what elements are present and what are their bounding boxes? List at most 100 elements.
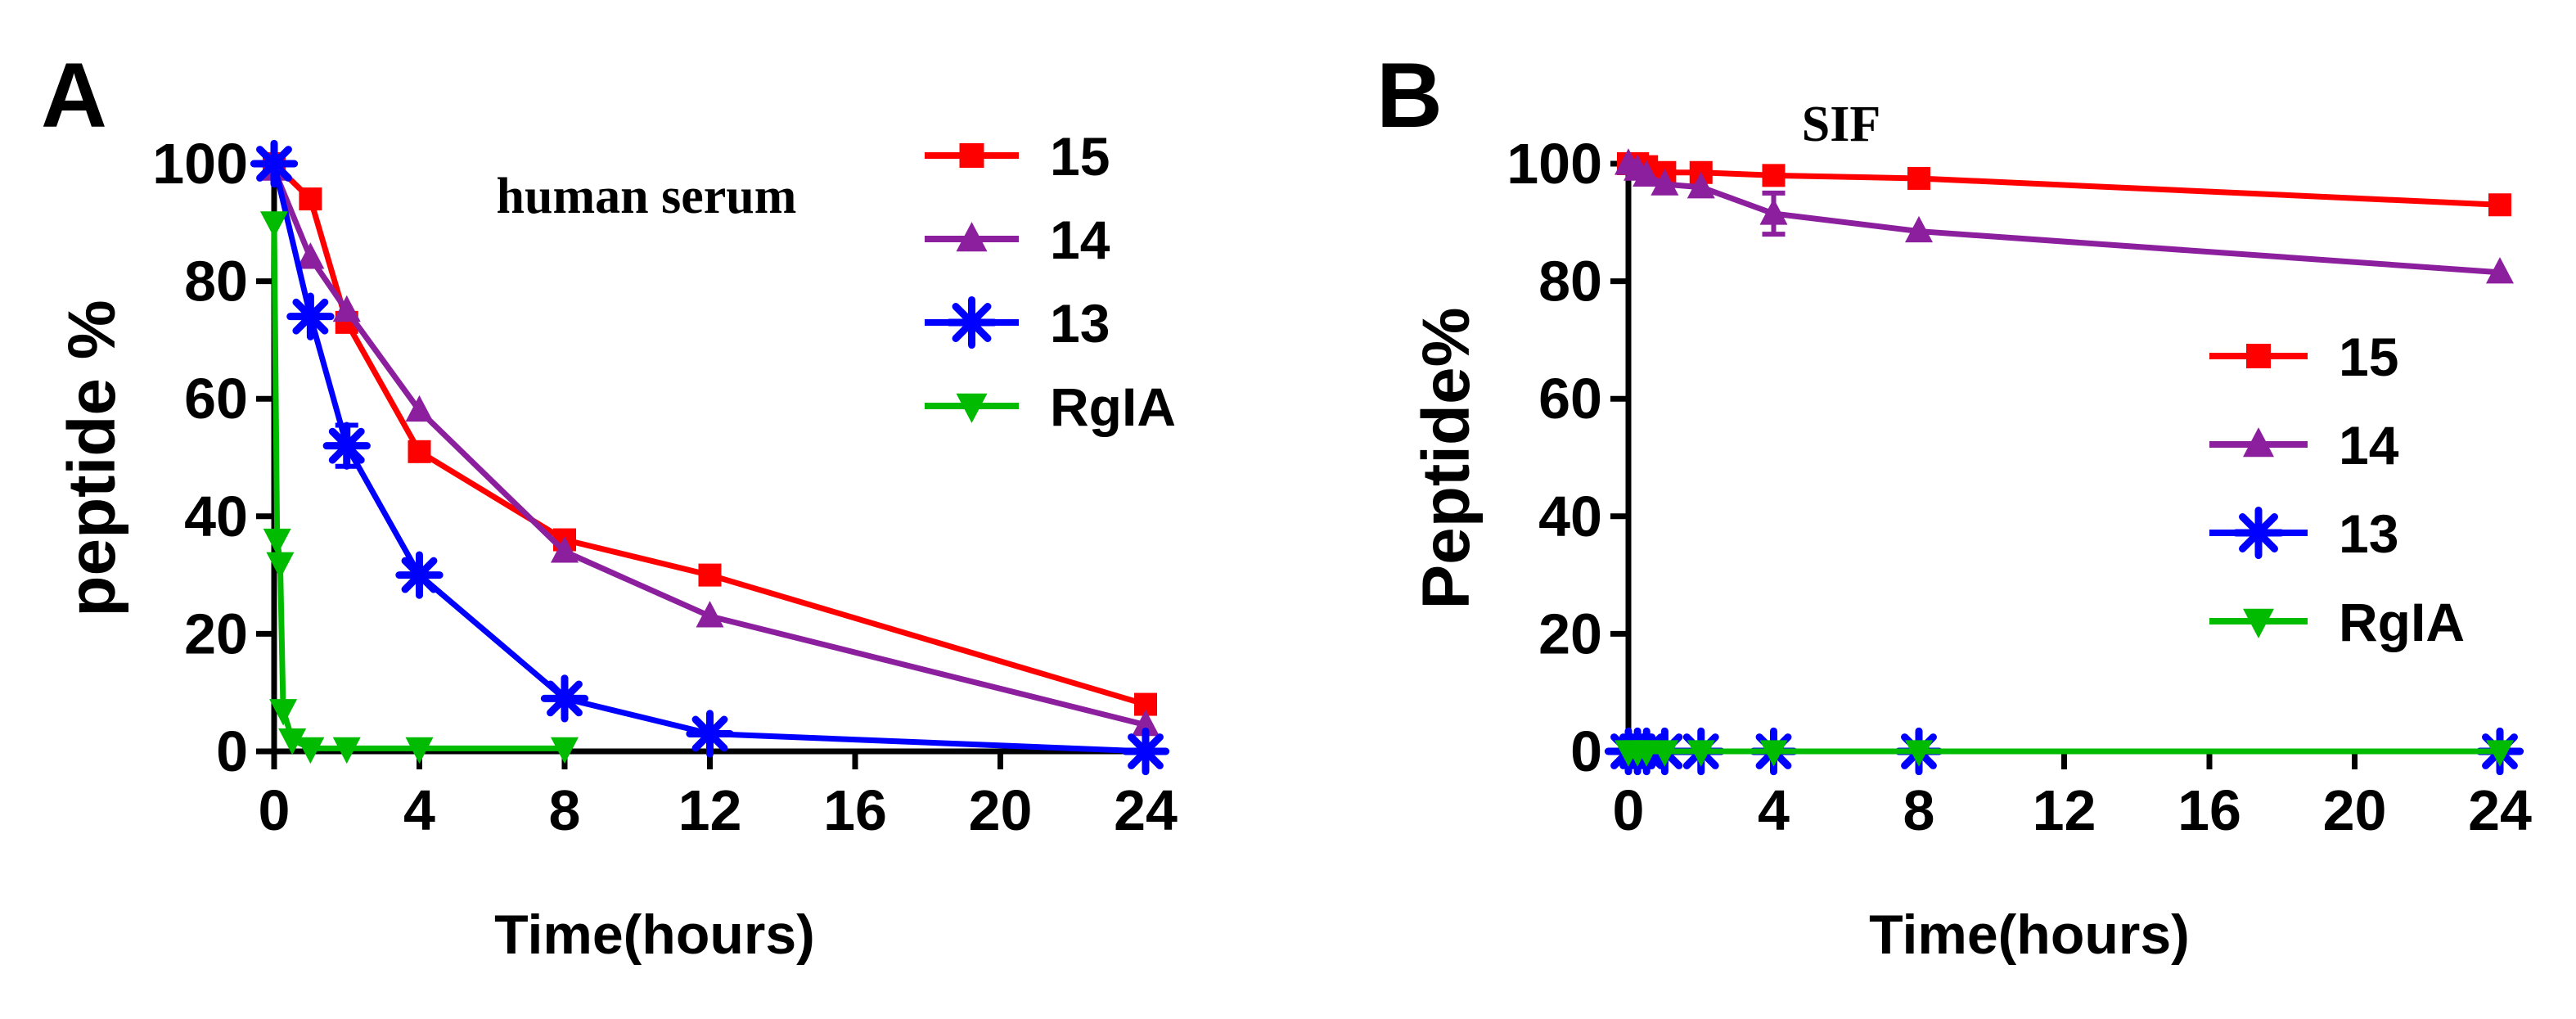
series-14 <box>260 154 1160 737</box>
legend-swatch-marker <box>2243 608 2274 638</box>
data-point-marker <box>1132 709 1160 737</box>
series-13 <box>250 139 1170 776</box>
x-tick-label: 0 <box>1613 778 1645 842</box>
legend-swatch-marker <box>2243 427 2274 458</box>
data-point-marker <box>1759 740 1788 767</box>
y-tick-label: 40 <box>1538 485 1602 548</box>
y-tick-label: 60 <box>184 367 248 431</box>
series-rgia <box>260 211 579 764</box>
chart-title: SIF <box>1802 97 1880 152</box>
x-tick-label: 16 <box>2177 778 2241 842</box>
data-point-marker <box>540 674 589 723</box>
legend-label: 15 <box>1050 126 1110 187</box>
data-point-marker <box>1687 172 1715 199</box>
series-line <box>271 222 565 751</box>
legend-label: RgIA <box>1050 376 1176 437</box>
x-tick-label: 4 <box>1758 778 1790 842</box>
data-point-marker <box>278 728 307 755</box>
data-point-marker <box>408 440 431 463</box>
panel-label: B <box>1376 44 1443 147</box>
data-point-marker <box>266 552 295 579</box>
x-tick-label: 20 <box>969 778 1033 842</box>
x-axis-title: Time(hours) <box>1869 904 2190 966</box>
data-point-marker <box>322 422 371 470</box>
data-point-marker <box>405 737 434 764</box>
data-point-marker <box>2486 740 2514 767</box>
y-tick-label: 80 <box>1538 250 1602 313</box>
data-point-marker <box>286 292 335 340</box>
data-point-marker <box>1905 740 1933 767</box>
y-tick-label: 100 <box>152 132 248 196</box>
data-point-marker <box>2486 257 2514 284</box>
data-point-marker <box>1651 740 1679 767</box>
data-point-marker <box>1762 164 1786 187</box>
legend-label: 13 <box>2339 503 2398 564</box>
data-point-marker <box>332 737 361 764</box>
legend-label: RgIA <box>2339 592 2465 652</box>
y-tick-label: 0 <box>216 719 248 783</box>
data-point-marker <box>2488 193 2511 217</box>
data-point-marker <box>395 551 444 599</box>
series-line <box>1628 160 2501 208</box>
legend-swatch-marker <box>2231 506 2286 560</box>
legend-label: 14 <box>2339 415 2399 476</box>
panel-label: A <box>41 44 107 147</box>
legend-label: 14 <box>1050 210 1110 270</box>
x-tick-label: 24 <box>1114 778 1178 842</box>
series-14 <box>1615 148 2514 284</box>
y-tick-label: 100 <box>1506 132 1602 196</box>
x-tick-label: 8 <box>1903 778 1935 842</box>
y-axis-title: Peptide% <box>1409 307 1484 609</box>
x-tick-label: 12 <box>678 778 742 842</box>
legend: 15 14 13 RgIA <box>925 126 1176 437</box>
x-tick-label: 20 <box>2323 778 2387 842</box>
x-tick-label: 16 <box>823 778 887 842</box>
x-tick-label: 8 <box>549 778 581 842</box>
legend-label: 15 <box>2339 327 2398 387</box>
data-point-marker <box>1651 169 1679 196</box>
data-point-marker <box>1633 740 1661 767</box>
y-tick-label: 20 <box>1538 602 1602 665</box>
y-tick-label: 0 <box>1570 719 1602 783</box>
series-15 <box>263 152 1157 716</box>
series-line <box>1627 161 2501 276</box>
data-point-marker <box>698 563 722 587</box>
legend-swatch-marker <box>2246 344 2271 368</box>
data-point-marker <box>299 187 322 211</box>
legend: 15 14 13 RgIA <box>2209 327 2465 652</box>
data-point-marker <box>260 211 288 238</box>
data-point-marker <box>296 242 325 269</box>
data-point-marker <box>405 395 434 422</box>
y-tick-label: 40 <box>184 485 248 548</box>
y-tick-label: 80 <box>184 250 248 313</box>
x-tick-label: 12 <box>2033 778 2096 842</box>
x-tick-label: 0 <box>259 778 290 842</box>
data-point-marker <box>1687 740 1715 767</box>
panel-b: B SIF 0 20 40 60 80 100 0 4 8 12 16 20 24 Time(hours) Pe… <box>1376 44 2532 966</box>
x-tick-label: 4 <box>403 778 435 842</box>
data-point-marker <box>296 737 325 764</box>
legend-swatch-marker <box>945 295 998 349</box>
series-rgia <box>1615 740 2514 767</box>
x-tick-label: 24 <box>2468 778 2532 842</box>
data-point-marker <box>551 737 579 764</box>
chart-title: human serum <box>497 169 797 224</box>
x-axis-title: Time(hours) <box>494 904 815 966</box>
data-point-marker <box>1633 160 1661 187</box>
legend-swatch-marker <box>956 393 988 423</box>
legend-swatch-marker <box>956 222 988 252</box>
data-point-marker <box>1905 215 1933 243</box>
y-tick-label: 60 <box>1538 367 1602 431</box>
data-point-marker <box>696 601 724 628</box>
data-point-marker <box>551 536 579 563</box>
data-point-marker <box>1121 727 1170 776</box>
data-point-marker <box>332 295 361 322</box>
data-point-marker <box>250 139 299 188</box>
y-tick-label: 20 <box>184 602 248 665</box>
data-point-marker <box>686 710 734 758</box>
legend-swatch-marker <box>959 143 984 168</box>
series-line <box>271 168 1146 728</box>
y-axis-title: peptide % <box>55 300 129 616</box>
